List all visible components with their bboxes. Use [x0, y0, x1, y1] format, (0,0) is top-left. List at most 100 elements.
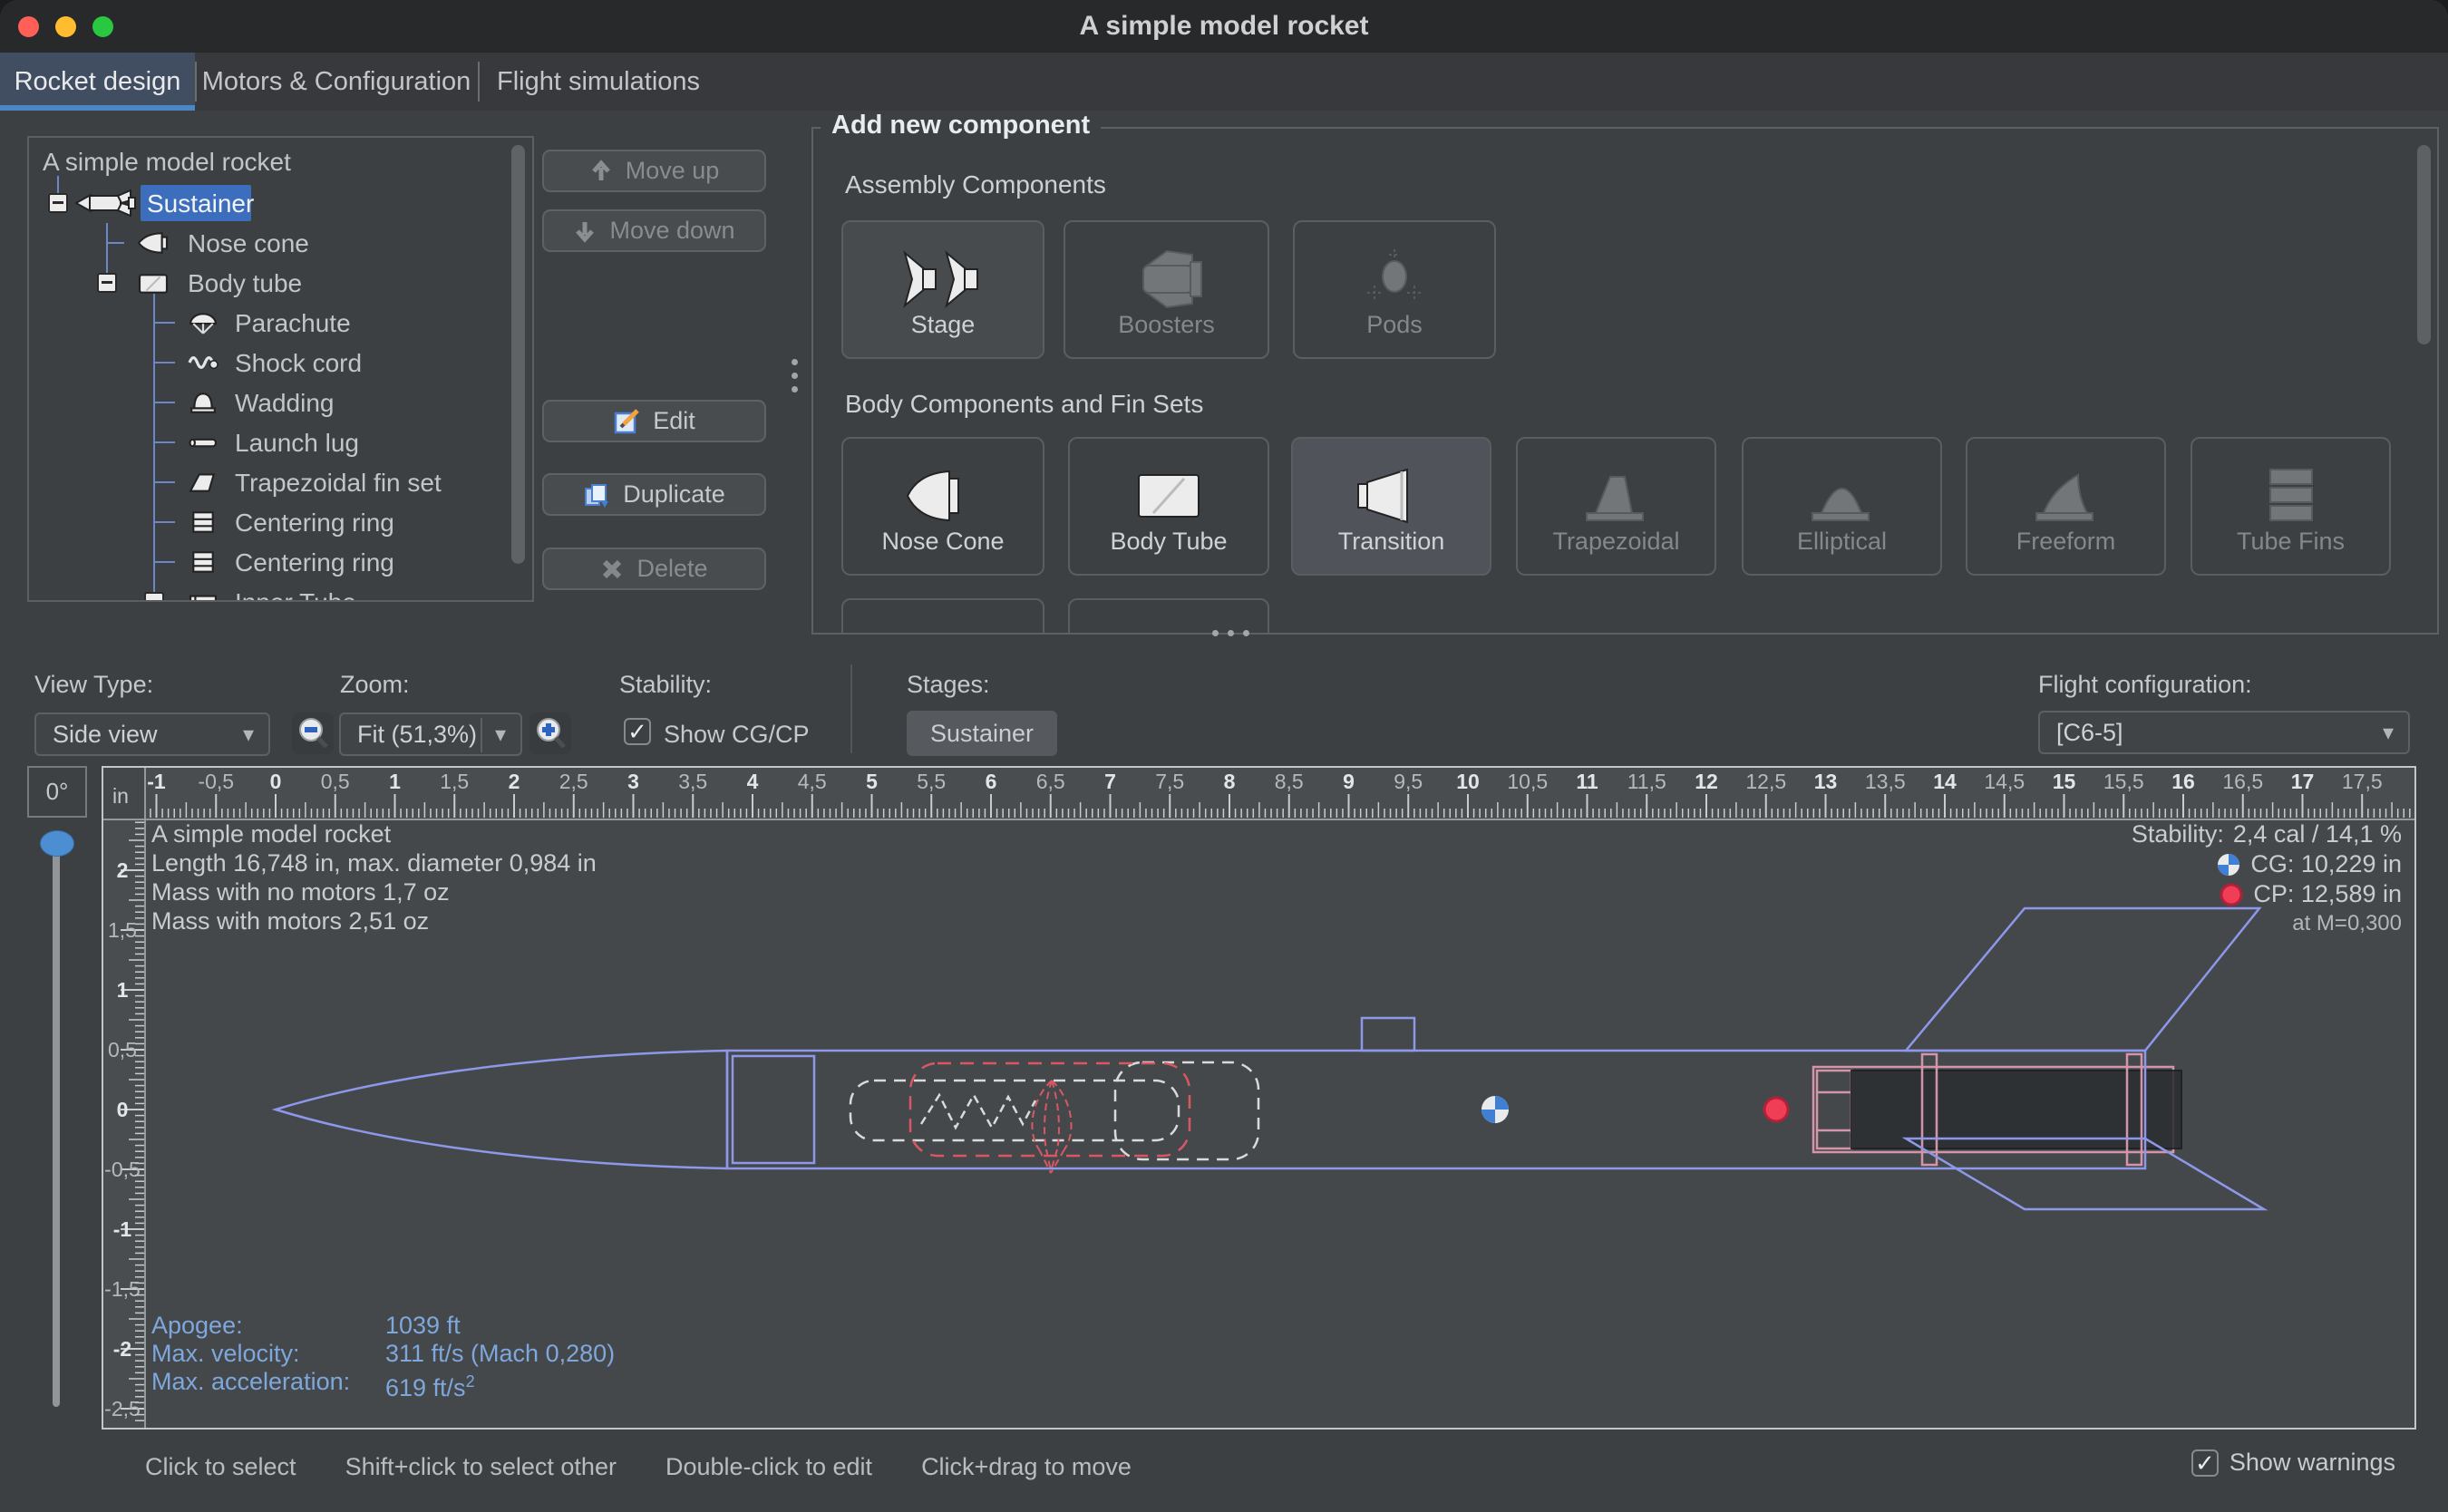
- chevron-down-icon: ▾: [494, 722, 506, 747]
- add-elliptical-fin-button[interactable]: Elliptical: [1742, 437, 1942, 576]
- add-nose-cone-button[interactable]: Nose Cone: [841, 437, 1044, 576]
- tree-connector: [153, 322, 175, 324]
- body-tube-icon: [138, 274, 169, 294]
- ruler-unit-label: in: [112, 784, 129, 808]
- svg-text:7: 7: [1104, 770, 1116, 793]
- add-stage-button[interactable]: Stage: [841, 220, 1044, 359]
- horizontal-splitter-handle[interactable]: [1212, 630, 1249, 636]
- svg-text:4: 4: [747, 770, 759, 793]
- add-tube-fins-button[interactable]: Tube Fins: [2191, 437, 2391, 576]
- collapse-toggle-body-tube[interactable]: [97, 273, 117, 293]
- stability-readout: Stability: 2,4 cal / 14,1 %: [2131, 820, 2402, 848]
- add-component-button-clipped[interactable]: [1068, 598, 1269, 633]
- svg-text:5: 5: [866, 770, 878, 793]
- tree-item-centering-ring-1[interactable]: Centering ring: [235, 509, 394, 537]
- zoom-level-select[interactable]: Fit (51,3%) ▾: [339, 712, 522, 756]
- nose-cone-icon: [137, 232, 169, 254]
- collapse-toggle-sustainer[interactable]: [48, 193, 68, 213]
- tree-item-nose-cone[interactable]: Nose cone: [188, 229, 309, 257]
- rocket-info-line-4: Mass with motors 2,51 oz: [151, 907, 430, 935]
- close-window-button[interactable]: [18, 16, 39, 37]
- add-component-button-clipped[interactable]: [841, 598, 1044, 633]
- elliptical-fin-icon: [1811, 488, 1870, 521]
- tree-item-wadding[interactable]: Wadding: [235, 389, 335, 417]
- delete-button[interactable]: Delete: [542, 548, 766, 590]
- duplicate-button[interactable]: Duplicate: [542, 473, 766, 516]
- cp-legend-icon: [2220, 883, 2243, 906]
- palette-scrollbar[interactable]: [2417, 145, 2431, 344]
- rocket-info-line-2: Length 16,748 in, max. diameter 0,984 in: [151, 849, 597, 877]
- section-assembly-components: Assembly Components: [845, 170, 1106, 199]
- motor: [1851, 1070, 2182, 1149]
- zoom-in-button[interactable]: [529, 712, 571, 754]
- tree-item-launch-lug[interactable]: Launch lug: [235, 429, 360, 457]
- svg-text:10,5: 10,5: [1507, 770, 1548, 793]
- svg-text:2: 2: [117, 858, 129, 882]
- centering-ring-icon: [192, 551, 214, 573]
- svg-text:-1: -1: [147, 770, 166, 793]
- tab-flight-simulations[interactable]: Flight simulations: [496, 66, 701, 96]
- tree-item-shock-cord[interactable]: Shock cord: [235, 349, 363, 377]
- add-boosters-button[interactable]: Boosters: [1064, 220, 1269, 359]
- maximize-window-button[interactable]: [92, 16, 113, 37]
- zoom-out-button[interactable]: [292, 712, 334, 754]
- tree-item-rocket-root[interactable]: A simple model rocket: [43, 148, 291, 176]
- parachute-outline: [908, 1061, 1191, 1174]
- flight-data-readout: Apogee: 1039 ft Max. velocity: 311 ft/s (M…: [151, 1312, 616, 1401]
- edit-button[interactable]: Edit: [542, 400, 766, 442]
- svg-text:1: 1: [389, 770, 401, 793]
- tree-item-sustainer[interactable]: Sustainer: [147, 189, 255, 218]
- svg-text:-2,5: -2,5: [104, 1397, 141, 1420]
- show-warnings-checkbox[interactable]: ✓: [2191, 1449, 2219, 1477]
- rocket-side-view: 2,521,510,50-0,5-1-1,5-2-2,5 -1-0,500,51…: [103, 768, 2414, 1428]
- move-down-button[interactable]: Move down: [542, 209, 766, 252]
- fin-bottom-outline: [1901, 1137, 2268, 1211]
- airframe-outline: [271, 906, 2268, 1211]
- svg-text:13: 13: [1814, 770, 1838, 793]
- add-pods-button[interactable]: Pods: [1293, 220, 1496, 359]
- minimize-window-button[interactable]: [55, 16, 76, 37]
- svg-text:0: 0: [117, 1098, 129, 1121]
- tree-item-inner-tube[interactable]: Inner Tube: [235, 588, 356, 600]
- tree-item-body-tube[interactable]: Body tube: [188, 269, 303, 297]
- vertical-splitter-handle[interactable]: [792, 359, 798, 393]
- tab-separator: [195, 62, 197, 102]
- stage-toggle-sustainer[interactable]: Sustainer: [907, 711, 1057, 756]
- tree-item-parachute[interactable]: Parachute: [235, 309, 351, 337]
- flight-configuration-select[interactable]: [C6-5] ▾: [2038, 711, 2410, 754]
- tree-connector: [153, 294, 155, 600]
- tab-motors-configuration[interactable]: Motors & Configuration: [201, 66, 471, 96]
- add-trapezoidal-fin-button[interactable]: Trapezoidal: [1516, 437, 1716, 576]
- svg-text:1: 1: [117, 978, 129, 1002]
- tab-rocket-design[interactable]: Rocket design: [0, 53, 195, 111]
- boosters-icon: [1141, 249, 1202, 309]
- rotation-angle-box: 0°: [27, 766, 87, 818]
- cp-readout: CP: 12,589 in: [2219, 880, 2402, 908]
- add-body-tube-button[interactable]: Body Tube: [1068, 437, 1269, 576]
- wadding-outline: [1113, 1061, 1260, 1161]
- tree-item-centering-ring-2[interactable]: Centering ring: [235, 548, 394, 577]
- rotation-slider-track[interactable]: [53, 832, 60, 1407]
- svg-text:-2: -2: [113, 1337, 131, 1361]
- rocket-design-canvas[interactable]: 2,521,510,50-0,5-1-1,5-2-2,5 -1-0,500,51…: [102, 766, 2416, 1430]
- svg-text:13,5: 13,5: [1865, 770, 1906, 793]
- add-transition-button[interactable]: Transition: [1291, 437, 1491, 576]
- svg-text:0,5: 0,5: [108, 1038, 137, 1061]
- tree-item-trapezoidal-fin-set[interactable]: Trapezoidal fin set: [235, 469, 442, 497]
- view-type-select[interactable]: Side view ▾: [34, 712, 270, 756]
- delete-x-icon: [603, 559, 622, 578]
- title-bar: A simple model rocket: [0, 0, 2448, 53]
- tree-connector: [153, 441, 175, 443]
- stages-label: Stages:: [907, 671, 990, 698]
- show-cgcp-checkbox[interactable]: ✓: [624, 718, 651, 745]
- move-up-button[interactable]: Move up: [542, 150, 766, 192]
- wadding-icon: [190, 393, 216, 413]
- freeform-fin-icon: [2035, 473, 2093, 521]
- tree-scrollbar[interactable]: [511, 145, 525, 564]
- rotation-slider-knob[interactable]: [40, 830, 74, 857]
- zoom-label: Zoom:: [340, 671, 410, 698]
- rocket-info-line-3: Mass with no motors 1,7 oz: [151, 878, 450, 906]
- component-tree-panel[interactable]: A simple model rocket Sustainer Nose con…: [27, 136, 534, 602]
- add-freeform-fin-button[interactable]: Freeform: [1966, 437, 2166, 576]
- collapse-toggle-inner-tube[interactable]: [144, 592, 164, 600]
